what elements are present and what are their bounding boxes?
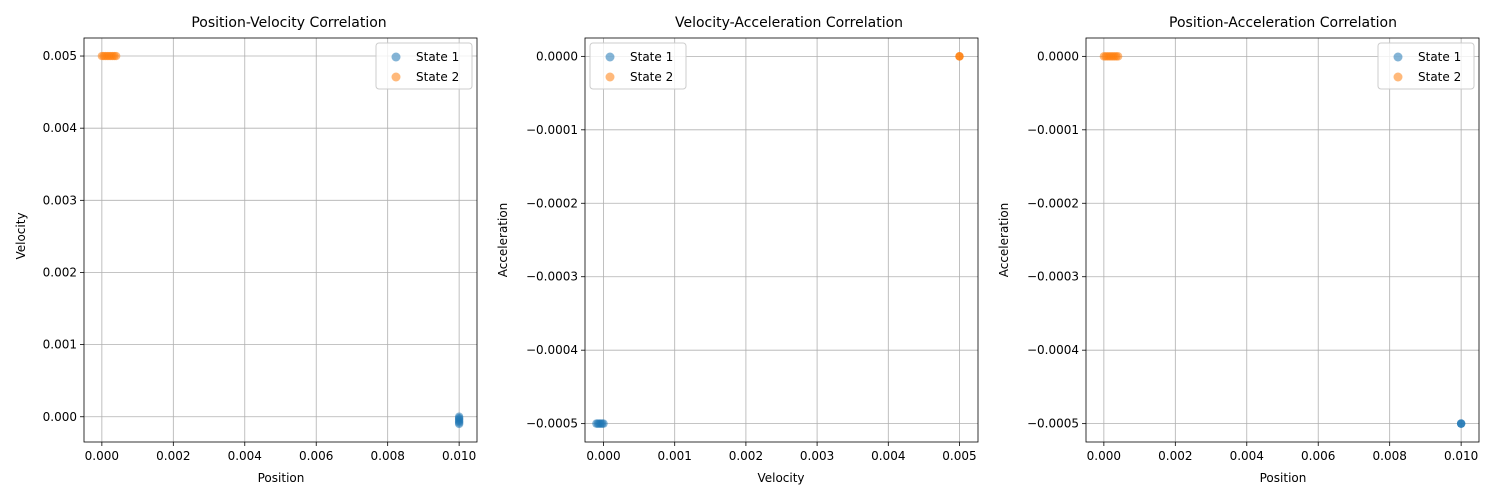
y-tick-label: −0.0003 (1027, 270, 1079, 284)
y-tick-label: 0.0000 (1037, 49, 1079, 63)
plot-frame (584, 37, 979, 443)
x-tick-label: 0.005 (942, 449, 976, 463)
x-tick-label: 0.000 (586, 449, 620, 463)
x-axis-label: Position (1260, 471, 1307, 485)
x-tick-label: 0.000 (1087, 449, 1121, 463)
legend-label: State 2 (630, 70, 673, 84)
x-tick-label: 0.010 (442, 449, 476, 463)
series-state-1 (1456, 419, 1466, 428)
x-axis-label: Velocity (757, 471, 804, 485)
legend: State 1 State 2 (589, 42, 687, 90)
legend-marker (1393, 72, 1403, 82)
x-tick-label: 0.004 (1230, 449, 1264, 463)
x-tick-label: 0.004 (871, 449, 905, 463)
y-tick-label: 0.003 (43, 193, 77, 207)
legend-marker (605, 72, 615, 82)
x-tick-label: 0.001 (658, 449, 692, 463)
y-axis-label: Acceleration (496, 203, 510, 278)
legend-label: State 1 (416, 50, 459, 64)
y-tick-label: 0.001 (43, 338, 77, 352)
y-tick-label: 0.000 (43, 410, 77, 424)
x-tick-label: 0.002 (156, 449, 190, 463)
panel-position-acceleration: Position-Acceleration Correlation Positi… (997, 15, 1480, 485)
series-state-2 (955, 52, 964, 61)
legend-label: State 1 (1418, 50, 1461, 64)
y-tick-label: −0.0005 (1027, 417, 1079, 431)
y-tick-label: −0.0002 (1027, 196, 1079, 210)
data-point (454, 419, 464, 429)
y-tick-label: −0.0005 (526, 417, 578, 431)
chart-title: Position-Acceleration Correlation (1169, 15, 1397, 31)
x-tick-label: 0.006 (1301, 449, 1335, 463)
y-axis-label: Acceleration (997, 203, 1011, 278)
legend-label: State 2 (416, 70, 459, 84)
y-tick-label: 0.004 (43, 121, 77, 135)
x-tick-label: 0.006 (299, 449, 333, 463)
x-tick-label: 0.004 (228, 449, 262, 463)
data-point (599, 419, 608, 428)
panel-position-velocity: Position-Velocity Correlation Position V… (14, 15, 478, 485)
series-state-1 (454, 412, 464, 429)
series-state-2 (1099, 52, 1123, 61)
x-tick-label: 0.003 (800, 449, 834, 463)
x-tick-label: 0.002 (1158, 449, 1192, 463)
legend: State 1 State 2 (375, 42, 473, 90)
legend-label: State 2 (1418, 70, 1461, 84)
y-tick-label: 0.005 (43, 49, 77, 63)
plot-frame (1085, 37, 1480, 443)
y-tick-label: 0.002 (43, 265, 77, 279)
legend-marker (391, 52, 401, 62)
series-state-2 (97, 51, 121, 61)
x-tick-label: 0.008 (371, 449, 405, 463)
x-tick-label: 0.000 (85, 449, 119, 463)
y-tick-label: 0.0000 (536, 49, 578, 63)
data-point (955, 52, 964, 61)
data-point (1456, 419, 1466, 428)
x-axis-label: Position (258, 471, 305, 485)
y-tick-label: −0.0003 (526, 270, 578, 284)
legend-marker (605, 52, 615, 62)
data-point (1113, 52, 1123, 61)
panel-velocity-acceleration: Velocity-Acceleration Correlation Veloci… (496, 15, 979, 485)
series-state-1 (592, 419, 608, 428)
x-tick-label: 0.008 (1373, 449, 1407, 463)
plot-frame (83, 37, 478, 443)
x-tick-label: 0.002 (729, 449, 763, 463)
chart-title: Velocity-Acceleration Correlation (675, 15, 903, 31)
chart-title: Position-Velocity Correlation (191, 15, 386, 31)
x-tick-label: 0.010 (1444, 449, 1478, 463)
data-point (111, 51, 121, 61)
y-tick-label: −0.0001 (526, 123, 578, 137)
legend-label: State 1 (630, 50, 673, 64)
y-axis-label: Velocity (14, 212, 28, 259)
y-tick-label: −0.0002 (526, 196, 578, 210)
y-tick-label: −0.0004 (526, 343, 578, 357)
y-tick-label: −0.0004 (1027, 343, 1079, 357)
legend-marker (1393, 52, 1403, 62)
legend-marker (391, 72, 401, 82)
legend: State 1 State 2 (1377, 42, 1475, 90)
y-tick-label: −0.0001 (1027, 123, 1079, 137)
